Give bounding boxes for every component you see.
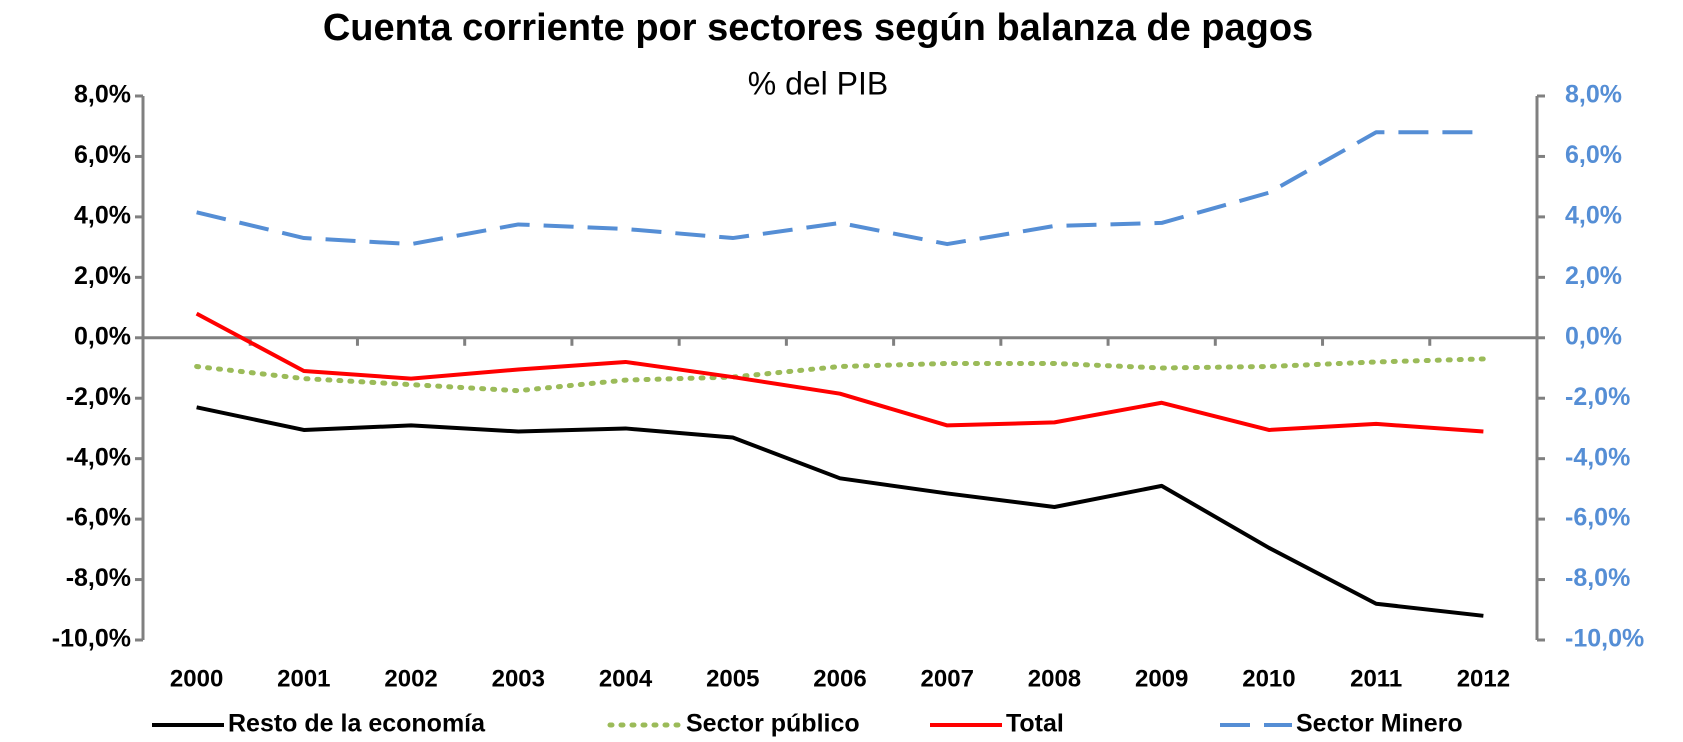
y2-tick-label: -8,0% [1565, 564, 1630, 592]
x-tick-label: 2004 [599, 665, 653, 692]
y-tick-label: 4,0% [74, 201, 131, 229]
x-tick-label: 2010 [1242, 665, 1295, 692]
x-tick-label: 2012 [1457, 665, 1510, 692]
y-tick-label: 8,0% [74, 81, 131, 109]
legend-label: Total [1006, 710, 1064, 738]
y2-tick-label: 4,0% [1565, 201, 1622, 229]
y2-tick-label: 0,0% [1565, 322, 1622, 350]
x-tick-label: 2007 [921, 665, 974, 692]
series-line [196, 130, 1484, 247]
x-tick-label: 2001 [277, 665, 330, 692]
y-tick-label: 6,0% [74, 141, 131, 169]
legend-label: Sector público [686, 710, 860, 738]
y-tick-label: -10,0% [52, 625, 131, 653]
chart-subtitle: % del PIB [748, 65, 889, 101]
y-tick-label: -4,0% [66, 443, 131, 471]
x-tick-label: 2003 [492, 665, 545, 692]
chart-title: Cuenta corriente por sectores según bala… [323, 7, 1313, 49]
y2-tick-label: -4,0% [1565, 443, 1630, 471]
legend-label: Resto de la economía [228, 710, 486, 738]
x-tick-label: 2011 [1350, 665, 1402, 692]
y2-tick-label: -2,0% [1565, 383, 1630, 411]
series-line [196, 405, 1484, 618]
x-tick-label: 2006 [813, 665, 866, 692]
y-tick-label: -6,0% [66, 504, 131, 532]
y2-tick-label: 2,0% [1565, 262, 1622, 290]
y2-tick-label: -10,0% [1565, 625, 1644, 653]
x-tick-label: 2008 [1028, 665, 1081, 692]
x-tick-label: 2005 [706, 665, 759, 692]
legend-label: Sector Minero [1296, 710, 1463, 738]
x-tick-label: 2002 [384, 665, 437, 692]
y2-tick-label: 6,0% [1565, 141, 1622, 169]
y-tick-label: 2,0% [74, 262, 131, 290]
series-line [195, 311, 1484, 434]
y2-tick-label: 8,0% [1565, 81, 1622, 109]
x-tick-label: 2000 [170, 665, 223, 692]
y-tick-label: -8,0% [66, 564, 131, 592]
y2-tick-label: -6,0% [1565, 504, 1630, 532]
x-tick-label: 2009 [1135, 665, 1188, 692]
series-line [194, 356, 1486, 394]
y-tick-label: -2,0% [66, 383, 131, 411]
y-tick-label: 0,0% [74, 322, 131, 350]
